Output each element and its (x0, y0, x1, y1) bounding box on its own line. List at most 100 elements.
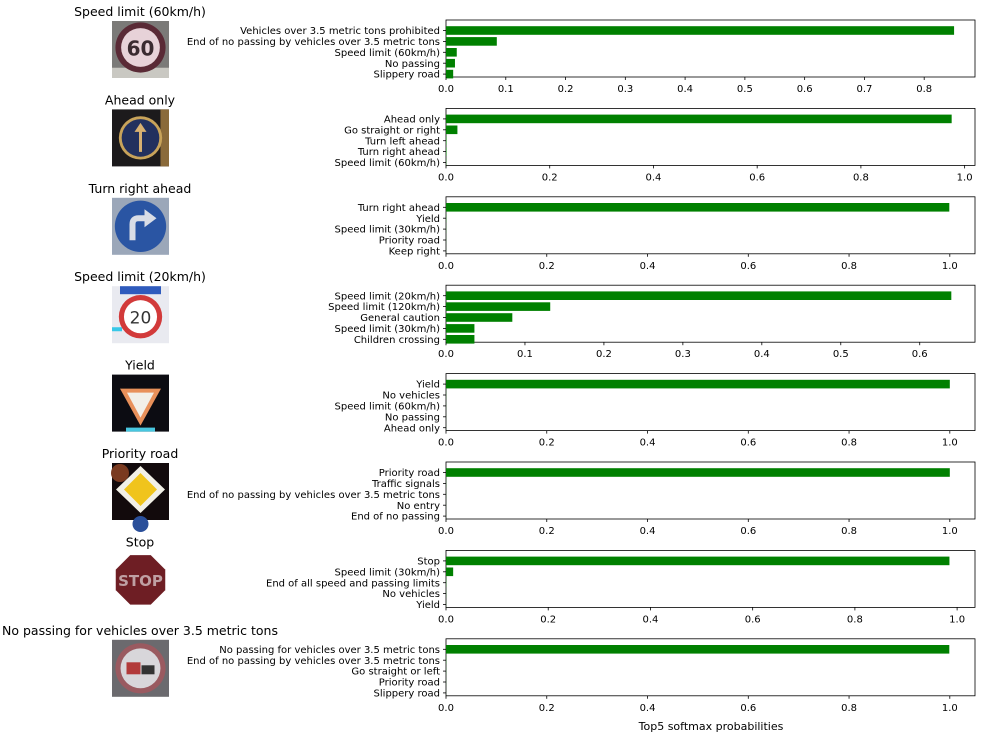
bar (446, 125, 458, 135)
sign-title: Yield (124, 358, 155, 373)
category-label: Turn left ahead (364, 136, 440, 147)
speed-limit-20-sign-icon: 20 (112, 286, 169, 344)
x-tick-label: 0.8 (841, 526, 857, 537)
category-label: End of all speed and passing limits (266, 578, 440, 589)
x-tick-label: 0.0 (438, 703, 454, 714)
category-label: Speed limit (30km/h) (335, 324, 441, 335)
x-tick-label: 0.2 (596, 349, 612, 360)
category-label: End of no passing by vehicles over 3.5 m… (187, 490, 440, 501)
category-label: Turn right ahead (357, 203, 440, 214)
category-label: Yield (415, 600, 440, 611)
x-tick-label: 0.6 (797, 84, 813, 95)
sign-title: Ahead only (105, 92, 176, 107)
svg-text:20: 20 (130, 309, 152, 329)
category-label: Children crossing (354, 335, 440, 346)
category-label: Yield (415, 214, 440, 225)
category-label: Go straight or left (351, 667, 440, 678)
bar (446, 335, 475, 344)
bar (446, 203, 950, 212)
x-tick-label: 0.2 (542, 172, 558, 183)
category-label: Vehicles over 3.5 metric tons prohibited (240, 26, 440, 37)
bar (446, 567, 454, 577)
svg-text:STOP: STOP (118, 572, 163, 590)
x-tick-label: 0.1 (498, 84, 514, 95)
bar (446, 302, 551, 311)
category-label: No passing (385, 59, 440, 70)
bar (446, 147, 447, 156)
chart-panel: Speed limit (20km/h) 20 Speed limit (20km/… (74, 269, 976, 360)
category-label: Ahead only (384, 423, 440, 434)
chart-panel: No passing for vehicles over 3.5 metric … (2, 623, 976, 714)
x-tick-label: 0.8 (847, 614, 863, 625)
x-tick-label: 0.2 (539, 438, 555, 449)
x-tick-label: 0.2 (539, 526, 555, 537)
x-tick-label: 0.7 (856, 84, 872, 95)
x-tick-label: 0.8 (841, 438, 857, 449)
category-label: No vehicles (382, 391, 440, 402)
x-tick-label: 0.2 (558, 84, 574, 95)
category-label: Ahead only (384, 115, 440, 126)
category-label: Speed limit (120km/h) (328, 302, 440, 313)
category-label: Priority road (379, 236, 440, 247)
bar (446, 379, 950, 389)
x-tick-label: 0.4 (640, 438, 656, 449)
category-label: End of no passing (351, 512, 440, 523)
x-tick-label: 0.0 (438, 438, 454, 449)
x-tick-label: 1.0 (957, 172, 973, 183)
x-tick-label: 0.6 (740, 703, 756, 714)
category-label: Go straight or right (344, 125, 440, 136)
bar (446, 48, 457, 57)
bar (446, 291, 952, 300)
bar (446, 58, 455, 68)
bar (446, 556, 950, 566)
x-tick-label: 1.0 (949, 614, 965, 625)
category-label: Turn right ahead (357, 147, 440, 158)
x-tick-label: 0.0 (438, 614, 454, 625)
x-tick-label: 0.6 (749, 172, 765, 183)
speed-limit-60-sign-icon: 60 (112, 21, 169, 78)
x-tick-label: 0.6 (745, 614, 761, 625)
sign-title: Stop (126, 534, 154, 549)
x-tick-label: 0.0 (438, 349, 454, 360)
category-label: Speed limit (60km/h) (335, 402, 441, 413)
x-axis-label: Top5 softmax probabilities (638, 720, 784, 733)
sign-title: Turn right ahead (88, 181, 192, 196)
category-label: Priority road (379, 468, 440, 479)
x-tick-label: 0.3 (675, 349, 691, 360)
x-tick-label: 0.0 (438, 172, 454, 183)
x-tick-label: 0.4 (645, 172, 661, 183)
category-label: Slippery road (374, 70, 440, 81)
category-label: End of no passing by vehicles over 3.5 m… (187, 37, 440, 48)
bar (446, 468, 950, 477)
bar (446, 37, 497, 46)
chart-panel: Speed limit (60km/h) 60 Vehicles over 3.5 … (74, 4, 976, 95)
x-tick-label: 1.0 (942, 703, 958, 714)
turn-right-ahead-sign-icon (112, 197, 169, 255)
x-tick-label: 0.6 (740, 261, 756, 272)
no-passing-trucks-sign-icon (112, 639, 169, 697)
x-tick-label: 0.6 (740, 526, 756, 537)
x-tick-label: 0.5 (833, 349, 849, 360)
x-tick-label: 0.2 (540, 614, 556, 625)
x-tick-label: 0.8 (841, 703, 857, 714)
ahead-only-sign-icon (112, 109, 169, 167)
x-tick-label: 0.0 (438, 261, 454, 272)
svg-text:60: 60 (127, 37, 155, 61)
x-tick-label: 0.4 (677, 84, 693, 95)
x-tick-label: 0.8 (853, 172, 869, 183)
x-tick-label: 0.4 (640, 526, 656, 537)
x-tick-label: 1.0 (942, 261, 958, 272)
category-label: Priority road (379, 678, 440, 689)
x-tick-label: 0.5 (737, 84, 753, 95)
x-tick-label: 0.0 (438, 84, 454, 95)
category-label: Slippery road (374, 689, 440, 700)
category-label: No vehicles (382, 589, 440, 600)
category-label: Speed limit (30km/h) (335, 567, 441, 578)
x-tick-label: 0.2 (539, 261, 555, 272)
yield-sign-icon (112, 374, 169, 432)
bar (446, 114, 952, 124)
